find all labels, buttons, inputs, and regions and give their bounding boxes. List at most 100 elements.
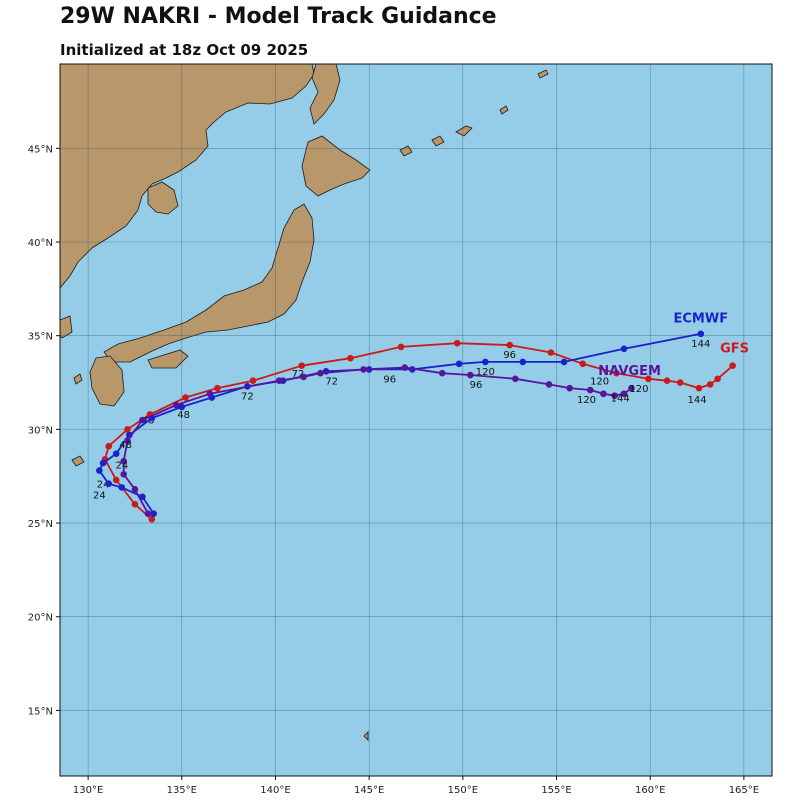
track-point [506, 341, 513, 349]
track-point [455, 360, 463, 368]
track-point [729, 362, 736, 369]
forecast-hour-label: 96 [470, 380, 483, 391]
track-point [611, 392, 618, 399]
model-label-navgem: NAVGEM [598, 364, 661, 379]
track-point [112, 450, 120, 458]
track-gfs: 24 48 72 96 120 144 GFS [97, 339, 749, 523]
hokkaido [301, 135, 371, 197]
track-point [714, 375, 721, 383]
track-point [182, 394, 189, 401]
lat-tick-label: 30°N [28, 425, 53, 436]
model-label-ecmwf: ECMWF [674, 312, 729, 327]
track-point [144, 510, 152, 517]
track-point [317, 369, 324, 377]
track-point [124, 437, 131, 444]
track-point [628, 384, 635, 392]
forecast-hour-label: 72 [292, 369, 305, 380]
track-point [579, 360, 587, 368]
track-point [99, 459, 107, 467]
track-point [178, 403, 186, 411]
track-point [150, 510, 157, 517]
korea-peninsula [147, 181, 179, 215]
lat-tick-label: 15°N [28, 706, 53, 717]
track-point [560, 358, 568, 366]
track-ecmwf: 24 48 72 96 120 144 ECMWF [93, 312, 728, 517]
lon-tick-label: 130°E [73, 785, 103, 796]
track-point [600, 390, 607, 398]
lat-tick-label: 25°N [28, 519, 53, 530]
track-point [645, 375, 652, 383]
track-point [131, 486, 139, 493]
track-point [438, 369, 446, 377]
track-point [300, 373, 307, 381]
track-point [547, 349, 555, 356]
track-point [120, 471, 128, 478]
ocean-background [60, 64, 772, 776]
lat-tick-label: 35°N [28, 332, 53, 343]
forecast-hour-label: 24 [115, 461, 128, 472]
track-point [706, 381, 714, 388]
page-subtitle: Initialized at 18z Oct 09 2025 [60, 41, 309, 59]
track-point [120, 457, 128, 465]
kuril-islands [399, 69, 549, 157]
forecast-hour-label: 120 [577, 395, 596, 406]
landmass-layer [60, 64, 549, 741]
china-coast [60, 315, 73, 339]
track-point [663, 377, 671, 384]
track-point [620, 345, 628, 353]
lat-tick-label: 45°N [28, 144, 53, 155]
forecast-hour-label: 144 [688, 395, 707, 406]
axis-ticks: 130°E 135°E 140°E 145°E 150°E 155°E 160°E 165°E… [28, 144, 759, 796]
forecast-hour-label: 24 [97, 479, 110, 490]
korea-china-landmass [60, 64, 315, 289]
track-point [206, 390, 214, 398]
track-point [453, 339, 461, 347]
forecast-hour-label: 72 [241, 391, 254, 402]
track-point [105, 480, 113, 488]
track-line-ecmwf [98, 332, 701, 515]
track-point [482, 358, 489, 366]
track-point [586, 386, 594, 394]
track-point [249, 377, 257, 384]
graticule [60, 64, 772, 776]
model-label-gfs: GFS [720, 342, 749, 357]
track-point [467, 371, 474, 379]
track-point [298, 362, 306, 369]
track-point [275, 377, 283, 384]
lon-tick-label: 135°E [167, 785, 197, 796]
map-frame [59, 63, 773, 777]
forecast-hour-label: 24 [93, 491, 106, 502]
track-point [512, 375, 519, 383]
track-point [401, 364, 409, 371]
forecast-hour-label: 144 [611, 393, 630, 404]
forecast-hour-label: 96 [503, 350, 516, 361]
track-point [519, 358, 527, 366]
track-point [105, 442, 113, 450]
track-point [620, 390, 628, 398]
track-point [566, 384, 573, 392]
track-point [172, 401, 180, 409]
forecast-hour-label: 48 [119, 440, 132, 451]
track-point [131, 501, 139, 508]
forecast-hour-label: 72 [325, 376, 338, 387]
track-point [545, 381, 553, 388]
kyushu [89, 355, 125, 407]
lon-tick-label: 140°E [260, 785, 290, 796]
small-islands [71, 373, 369, 741]
track-point [695, 384, 703, 392]
forecast-hour-label: 120 [476, 367, 495, 378]
track-point [397, 343, 405, 351]
track-point [96, 467, 103, 474]
track-point [697, 330, 705, 338]
forecast-hour-label: 96 [383, 375, 396, 386]
forecast-hour-label: 48 [177, 410, 190, 421]
track-point [214, 384, 221, 392]
lon-tick-label: 150°E [448, 785, 478, 796]
track-point [676, 379, 684, 386]
track-point [148, 516, 156, 523]
track-point [124, 426, 131, 433]
track-point [613, 369, 620, 377]
page-title: 29W NAKRI - Model Track Guidance [60, 4, 497, 29]
honshu [103, 203, 315, 363]
